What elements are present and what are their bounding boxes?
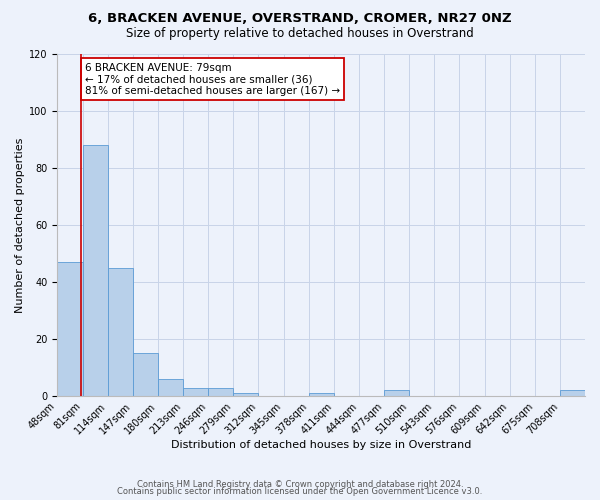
Bar bbox=[183, 388, 208, 396]
Text: Contains public sector information licensed under the Open Government Licence v3: Contains public sector information licen… bbox=[118, 487, 482, 496]
Bar bbox=[233, 393, 259, 396]
Bar bbox=[133, 354, 158, 396]
Bar bbox=[384, 390, 409, 396]
X-axis label: Distribution of detached houses by size in Overstrand: Distribution of detached houses by size … bbox=[171, 440, 472, 450]
Text: 6, BRACKEN AVENUE, OVERSTRAND, CROMER, NR27 0NZ: 6, BRACKEN AVENUE, OVERSTRAND, CROMER, N… bbox=[88, 12, 512, 26]
Bar bbox=[560, 390, 585, 396]
Text: Size of property relative to detached houses in Overstrand: Size of property relative to detached ho… bbox=[126, 28, 474, 40]
Bar bbox=[158, 379, 183, 396]
Bar bbox=[208, 388, 233, 396]
Bar bbox=[107, 268, 133, 396]
Bar bbox=[58, 262, 83, 396]
Text: Contains HM Land Registry data © Crown copyright and database right 2024.: Contains HM Land Registry data © Crown c… bbox=[137, 480, 463, 489]
Bar bbox=[308, 393, 334, 396]
Text: 6 BRACKEN AVENUE: 79sqm
← 17% of detached houses are smaller (36)
81% of semi-de: 6 BRACKEN AVENUE: 79sqm ← 17% of detache… bbox=[85, 62, 340, 96]
Y-axis label: Number of detached properties: Number of detached properties bbox=[15, 138, 25, 312]
Bar bbox=[83, 145, 107, 396]
